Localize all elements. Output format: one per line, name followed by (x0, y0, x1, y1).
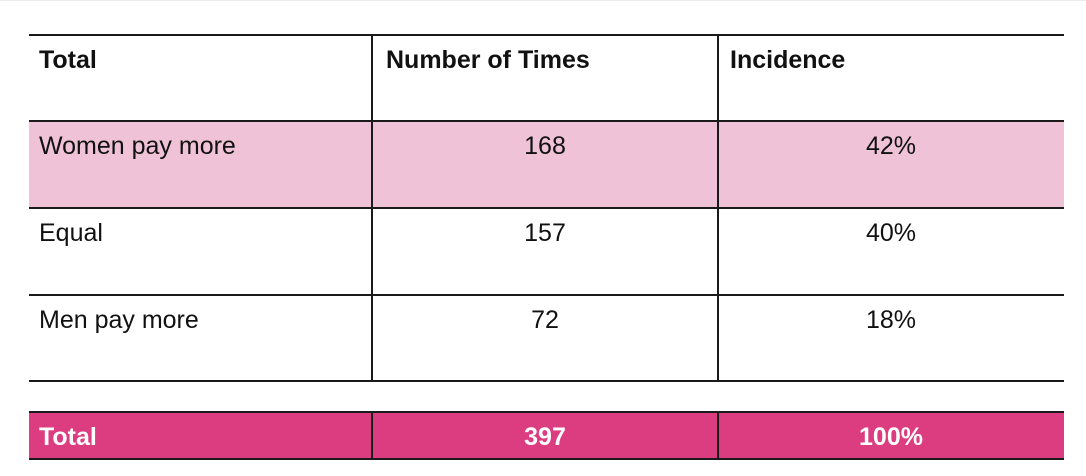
column-divider (717, 413, 719, 458)
row-count: 168 (524, 132, 566, 160)
row-count: 157 (524, 219, 566, 247)
row-rule (29, 207, 1064, 209)
column-divider (717, 296, 719, 380)
table-bottom-rule (29, 458, 1064, 460)
column-divider (371, 209, 373, 294)
column-divider (371, 122, 373, 207)
row-label: Equal (39, 219, 103, 247)
row-rule (29, 120, 1064, 122)
header-total: Total (39, 46, 97, 74)
column-divider (371, 296, 373, 380)
column-divider (717, 122, 719, 207)
total-label: Total (39, 423, 97, 451)
column-divider (371, 36, 373, 120)
column-divider (717, 209, 719, 294)
total-top-rule (29, 411, 1064, 413)
row-count: 72 (531, 306, 559, 334)
table-row-total: Total 397 100% (29, 413, 1064, 458)
total-incidence: 100% (859, 423, 923, 451)
table-row-equal: Equal 157 40% (29, 209, 1064, 294)
table-top-rule (29, 34, 1064, 36)
total-count: 397 (524, 423, 566, 451)
row-label: Men pay more (39, 306, 199, 334)
header-incidence: Incidence (730, 46, 846, 74)
row-incidence: 40% (865, 219, 917, 247)
column-divider (371, 413, 373, 458)
column-divider (717, 36, 719, 120)
row-rule (29, 380, 1064, 382)
table-row-women-pay-more: Women pay more 168 42% (29, 122, 1064, 207)
table-header-row: Total Number of Times Incidence (29, 36, 1064, 120)
row-label: Women pay more (39, 132, 236, 160)
top-border (0, 0, 1086, 1)
row-incidence: 42% (865, 132, 917, 160)
header-number-of-times: Number of Times (386, 46, 590, 74)
row-incidence: 18% (865, 306, 917, 334)
table-row-men-pay-more: Men pay more 72 18% (29, 296, 1064, 380)
row-rule (29, 294, 1064, 296)
